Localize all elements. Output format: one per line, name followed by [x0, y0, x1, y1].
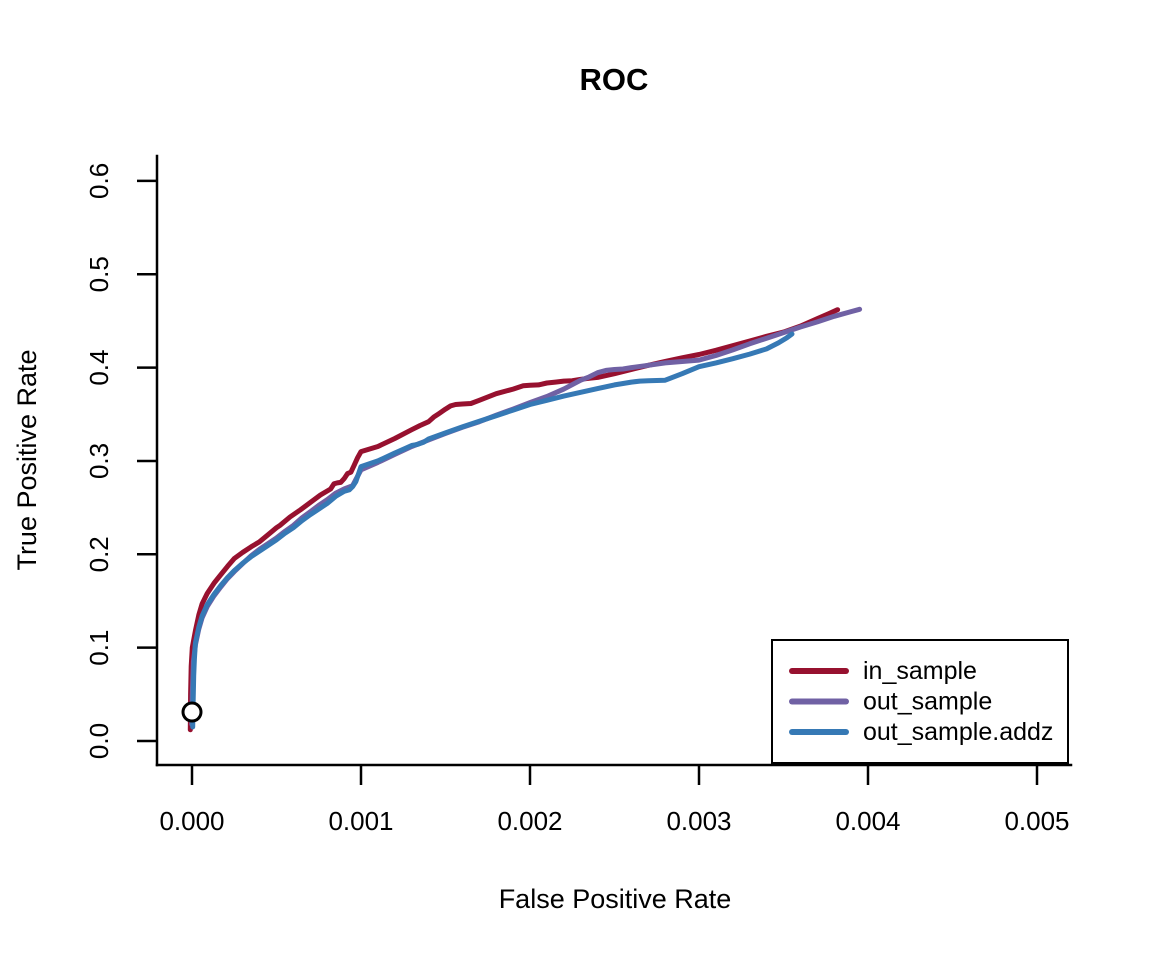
x-axis-ticks: 0.000 0.001 0.002 0.003 0.004 0.005 — [159, 765, 1070, 836]
legend-label-out_sample.addz: out_sample.addz — [863, 718, 1053, 746]
x-axis-title: False Positive Rate — [499, 884, 732, 914]
legend-label-in_sample: in_sample — [863, 657, 977, 685]
x-tick-label: 0.003 — [666, 806, 731, 836]
legend-label-out_sample: out_sample — [863, 688, 992, 716]
y-tick-label: 0.3 — [84, 443, 114, 479]
x-tick-label: 0.000 — [159, 806, 224, 836]
y-tick-label: 0.5 — [84, 256, 114, 292]
y-tick-label: 0.4 — [84, 350, 114, 386]
curve-out_sample.addz — [190, 331, 795, 730]
x-tick-label: 0.005 — [1004, 806, 1069, 836]
x-tick-label: 0.001 — [328, 806, 393, 836]
y-tick-label: 0.0 — [84, 723, 114, 759]
y-axis-ticks: 0.0 0.1 0.2 0.3 0.4 0.5 0.6 — [84, 163, 157, 759]
x-tick-label: 0.004 — [835, 806, 900, 836]
roc-curves — [187, 306, 863, 733]
y-tick-label: 0.2 — [84, 536, 114, 572]
origin-open-circle-marker — [181, 701, 203, 723]
y-tick-label: 0.6 — [84, 163, 114, 199]
curve-in_sample — [187, 307, 841, 733]
chart-title: ROC — [580, 62, 649, 97]
y-tick-label: 0.1 — [84, 630, 114, 666]
y-axis-title: True Positive Rate — [12, 349, 42, 570]
x-tick-label: 0.002 — [497, 806, 562, 836]
